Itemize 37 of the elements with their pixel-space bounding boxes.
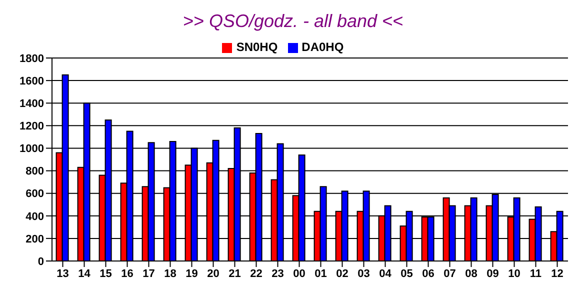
x-tick-label: 10 (508, 268, 520, 280)
x-tick-label: 01 (314, 268, 327, 280)
y-tick-label: 800 (26, 166, 44, 178)
x-tick-label: 20 (207, 268, 220, 280)
legend-label: SN0HQ (236, 40, 278, 54)
x-tick-label: 13 (56, 268, 69, 280)
y-tick-label: 600 (26, 188, 44, 200)
x-tick-label: 03 (358, 268, 370, 280)
x-tick-label: 21 (228, 268, 241, 280)
legend-label: DA0HQ (302, 40, 344, 54)
x-tick-label: 07 (444, 268, 456, 280)
y-tick-label: 1400 (20, 98, 44, 110)
x-tick-label: 09 (486, 268, 499, 280)
y-tick-label: 1600 (20, 75, 44, 88)
y-tick-label: 400 (26, 210, 44, 223)
y-tick-label: 1000 (20, 143, 44, 156)
y-tick-label: 0 (38, 256, 44, 268)
x-tick-label: 16 (121, 268, 134, 280)
x-tick-label: 22 (250, 268, 262, 280)
x-tick-label: 11 (530, 268, 542, 280)
chart-title: >> QSO/godz. - all band << (182, 10, 404, 33)
x-tick-label: 18 (164, 268, 176, 280)
x-tick-label: 23 (272, 268, 284, 280)
x-tick-label: 15 (100, 268, 112, 280)
x-tick-label: 14 (78, 268, 92, 280)
x-tick-label: 19 (186, 268, 198, 280)
x-tick-label: 04 (379, 268, 392, 280)
y-tick-label: 1800 (20, 52, 44, 65)
x-tick-label: 05 (400, 268, 413, 280)
x-tick-label: 02 (336, 268, 348, 280)
x-tick-label: 06 (422, 268, 434, 280)
x-tick-label: 17 (142, 268, 155, 280)
x-tick-label: 12 (551, 268, 564, 280)
y-tick-label: 1200 (20, 120, 44, 133)
x-tick-label: 00 (293, 268, 306, 280)
x-tick-label: 08 (465, 268, 478, 280)
y-tick-label: 200 (26, 233, 44, 246)
